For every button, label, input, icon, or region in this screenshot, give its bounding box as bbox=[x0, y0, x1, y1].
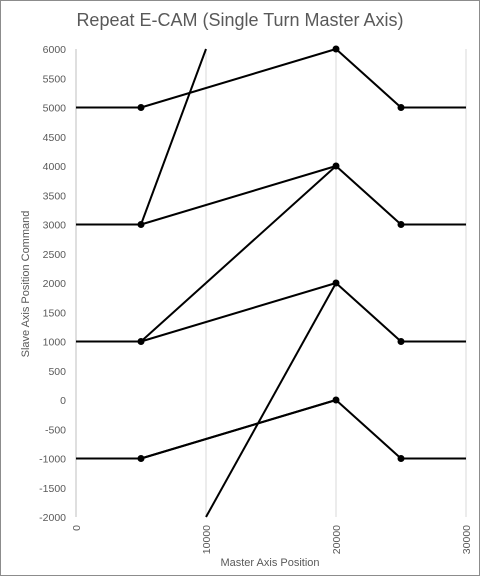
data-markers bbox=[137, 45, 405, 462]
y-tick-label: 3000 bbox=[43, 220, 67, 232]
series-line bbox=[76, 399, 466, 460]
data-point bbox=[137, 338, 145, 345]
y-tick-label: -1500 bbox=[39, 483, 66, 495]
data-point bbox=[397, 104, 405, 111]
series-lines bbox=[76, 48, 466, 518]
y-tick-label: 2500 bbox=[43, 249, 67, 261]
y-tick-label: -1000 bbox=[39, 454, 66, 466]
x-tick-label: 10000 bbox=[201, 525, 213, 554]
series-line bbox=[140, 48, 207, 225]
y-tick-label: 2000 bbox=[43, 278, 67, 290]
chart-title: Repeat E-CAM (Single Turn Master Axis) bbox=[76, 10, 404, 30]
y-tick-label: 0 bbox=[60, 395, 66, 407]
y-tick-label: 4000 bbox=[43, 161, 67, 173]
series-line bbox=[76, 282, 466, 343]
y-tick-label: 5500 bbox=[43, 73, 67, 85]
series-line bbox=[205, 282, 337, 518]
y-tick-label: 5000 bbox=[43, 103, 67, 115]
series-line bbox=[76, 165, 466, 226]
y-tick-label: 3500 bbox=[43, 190, 67, 202]
data-point bbox=[332, 45, 340, 53]
data-point bbox=[397, 338, 405, 345]
y-tick-labels: -2000 -1500 -1000 -500 0 500 1000 1500 2000 2500 3… bbox=[39, 44, 66, 524]
y-tick-label: 6000 bbox=[43, 44, 67, 56]
y-tick-label: -2000 bbox=[39, 512, 66, 524]
data-point bbox=[332, 396, 340, 404]
series-line bbox=[140, 399, 337, 460]
series-line bbox=[76, 48, 466, 109]
x-tick-label: 30000 bbox=[461, 525, 473, 554]
data-point bbox=[137, 104, 145, 111]
x-tick-label: 0 bbox=[71, 525, 83, 531]
x-tick-label: 20000 bbox=[331, 525, 343, 554]
y-tick-label: 1000 bbox=[43, 337, 67, 349]
x-tick-labels: 0 10000 20000 30000 bbox=[71, 525, 473, 554]
data-point bbox=[397, 221, 405, 228]
data-point bbox=[397, 455, 405, 462]
x-axis-title: Master Axis Position bbox=[220, 557, 320, 569]
data-point bbox=[137, 455, 145, 462]
data-point bbox=[137, 221, 145, 228]
data-point bbox=[332, 162, 340, 170]
data-point bbox=[332, 279, 340, 287]
y-tick-label: 1500 bbox=[43, 307, 67, 319]
y-tick-label: 4500 bbox=[43, 132, 67, 144]
y-tick-label: -500 bbox=[45, 424, 66, 436]
y-tick-label: 500 bbox=[48, 366, 66, 378]
series-line bbox=[140, 165, 337, 343]
